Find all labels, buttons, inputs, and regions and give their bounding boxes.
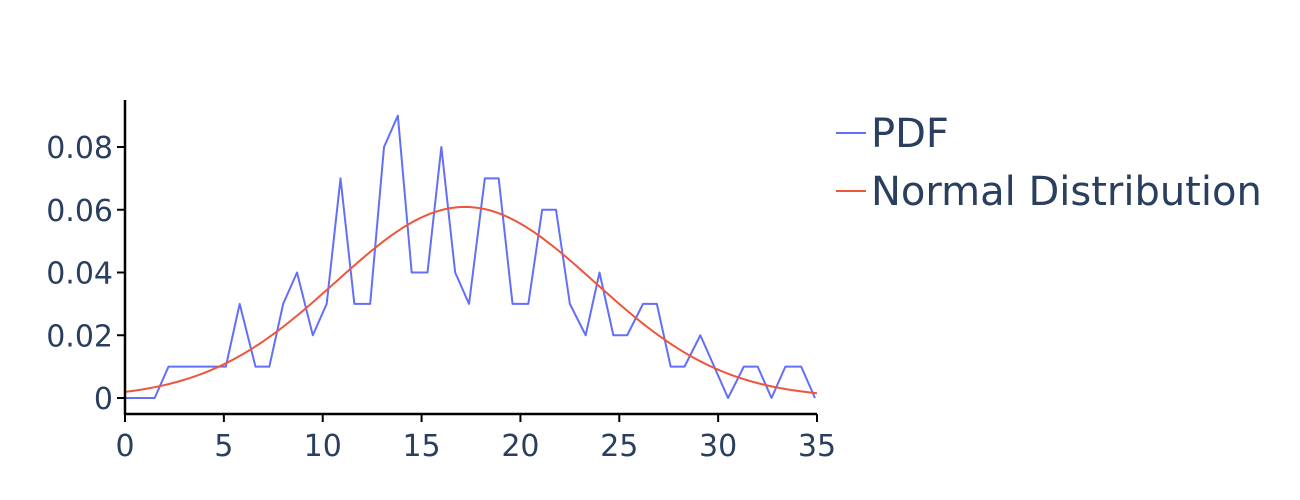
x-tick-label: 15 (402, 429, 440, 464)
x-tick-label: 35 (798, 429, 836, 464)
legend-item-normal-distribution[interactable]: Normal Distribution (836, 169, 1262, 215)
x-tick-label: 20 (501, 429, 539, 464)
x-tick-label: 0 (115, 429, 134, 464)
y-tick-label: 0.02 (46, 319, 113, 354)
series-line-pdf[interactable] (125, 114, 816, 399)
y-tick-label: 0.04 (46, 257, 113, 292)
series-line-normal-distribution[interactable] (124, 205, 818, 395)
legend-label: Normal Distribution (871, 169, 1262, 215)
y-tick-label: 0.06 (46, 194, 113, 229)
x-tick-label: 30 (699, 429, 737, 464)
y-axis-ticks: 0 0.02 0.04 0.06 0.08 (46, 131, 125, 417)
x-tick-label: 5 (214, 429, 233, 464)
plot-area (124, 114, 818, 399)
legend-label: PDF (871, 111, 949, 157)
legend[interactable]: PDF Normal Distribution (836, 111, 1262, 215)
x-tick-label: 25 (600, 429, 638, 464)
y-tick-label: 0 (94, 382, 113, 417)
legend-item-pdf[interactable]: PDF (836, 111, 949, 157)
y-tick-label: 0.08 (46, 131, 113, 166)
x-tick-label: 10 (304, 429, 342, 464)
x-axis-ticks: 0 5 10 15 20 25 30 35 (115, 414, 836, 464)
axes: 0 0.02 0.04 0.06 0.08 0 5 10 15 20 25 30 35 (46, 100, 836, 464)
